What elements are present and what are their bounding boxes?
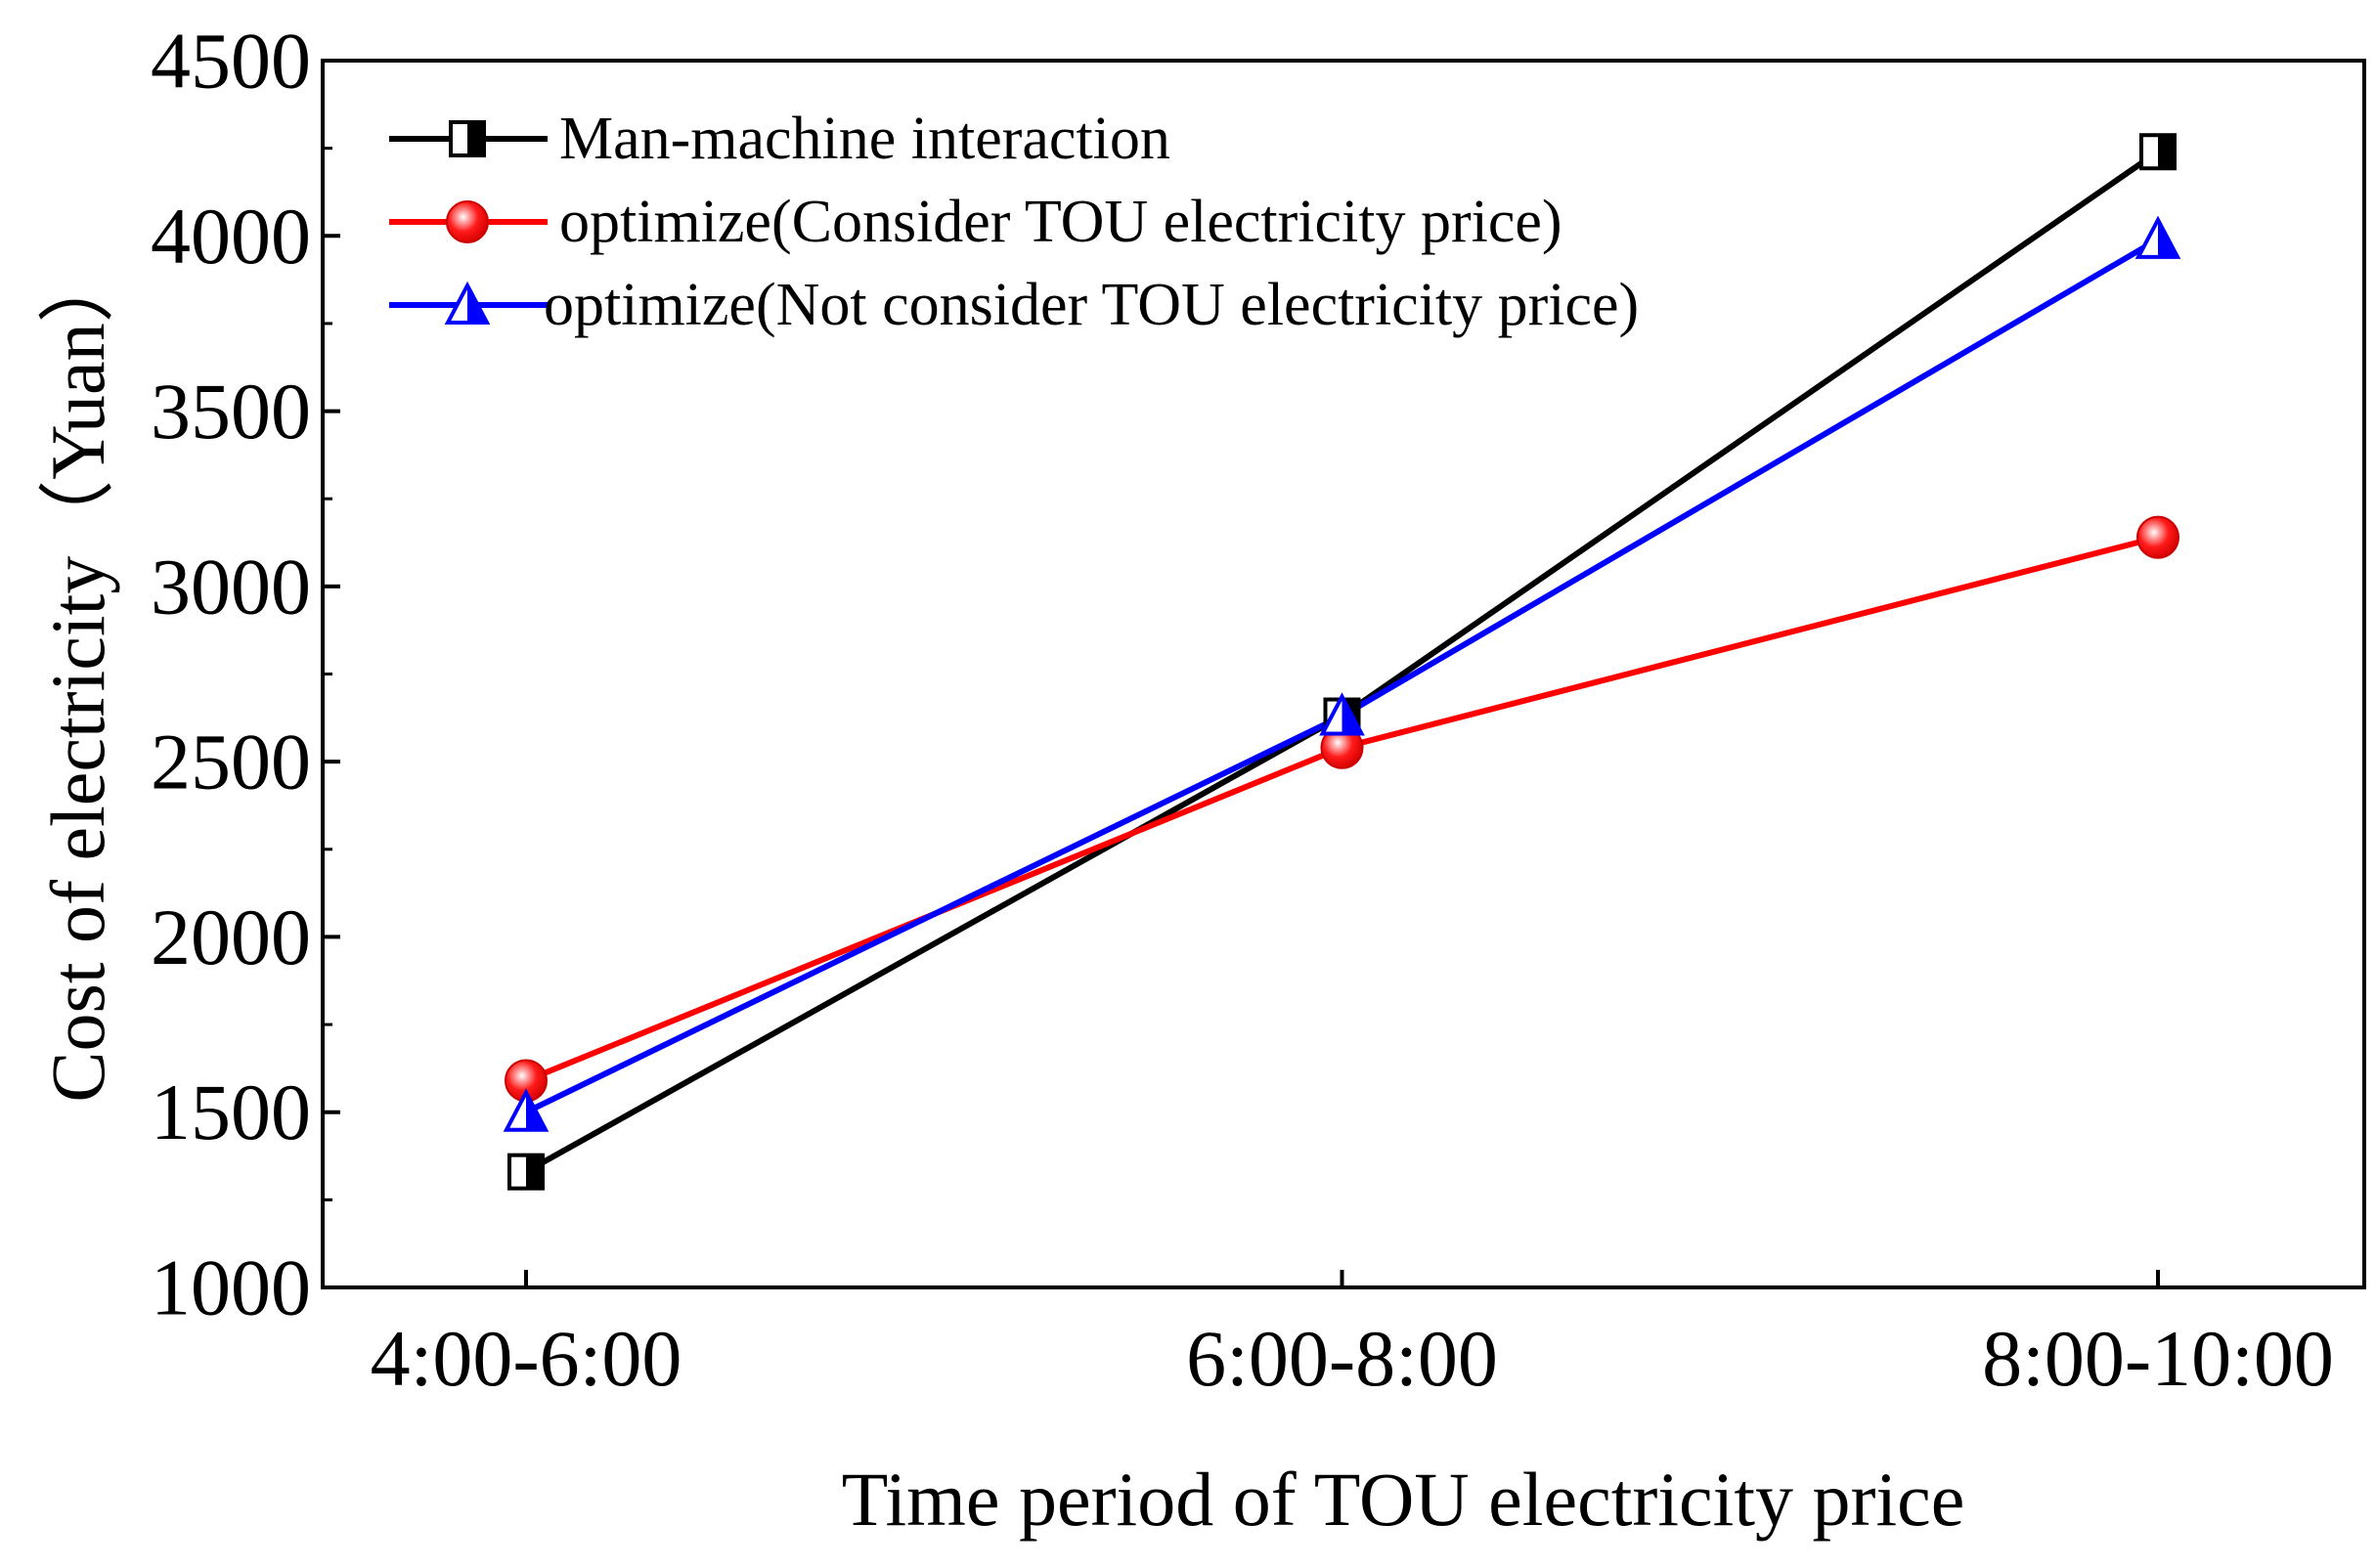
- marker-half-filled: [526, 1154, 543, 1189]
- data-point-series-3: [1319, 692, 1365, 736]
- y-tick-label: 1000: [151, 1243, 311, 1332]
- marker-half-hollow: [509, 1154, 526, 1189]
- marker-outline: [507, 1153, 545, 1191]
- series-markers: [503, 133, 2181, 1191]
- marker-half-filled: [467, 122, 484, 155]
- marker-outline: [503, 1088, 550, 1132]
- marker-half-hollow: [451, 122, 467, 155]
- legend-item-2: optimize(Consider TOU electricity price): [389, 189, 1562, 255]
- marker-outline: [2134, 215, 2181, 259]
- marker-outline: [2139, 133, 2177, 171]
- legend-label: optimize(Consider TOU electricity price): [559, 189, 1562, 255]
- legend: Man-machine interaction optimize(Consider…: [389, 106, 1639, 338]
- data-point-series-2: [2136, 515, 2179, 559]
- y-tick-label: 1500: [151, 1067, 311, 1156]
- marker-half-filled: [2158, 135, 2175, 169]
- series-line-2: [524, 534, 2159, 1084]
- marker-sphere: [2136, 515, 2179, 559]
- legend-marker: [446, 200, 489, 243]
- legend-item-1: Man-machine interaction: [389, 106, 1170, 172]
- legend-marker: [444, 281, 491, 325]
- data-point-series-1: [507, 1153, 545, 1191]
- y-tick-label: 4500: [151, 17, 311, 106]
- marker-outline: [449, 120, 486, 157]
- legend-label: optimize(Not consider TOU electricity pr…: [544, 272, 1639, 338]
- data-point-series-1: [2139, 133, 2177, 171]
- y-axis: 1000 1500 2000 2500 3000 3500 4000 4500: [151, 17, 340, 1332]
- marker-half-hollow: [2141, 135, 2158, 169]
- y-tick-label: 3500: [151, 367, 311, 456]
- legend-label: Man-machine interaction: [559, 106, 1170, 172]
- data-point-series-3: [2134, 215, 2181, 259]
- x-tick-label: 6:00-8:00: [1186, 1314, 1498, 1403]
- x-axis: 4:00-6:00 6:00-8:00 8:00-10:00: [371, 1270, 2334, 1403]
- y-axis-title: Cost of electricity（Yuan）: [35, 246, 120, 1102]
- y-tick-label: 3000: [151, 542, 311, 631]
- legend-item-3: optimize(Not consider TOU electricity pr…: [389, 272, 1639, 338]
- marker-outline: [1319, 692, 1365, 736]
- y-tick-label: 2500: [151, 718, 311, 806]
- data-point-series-3: [503, 1088, 550, 1132]
- legend-marker: [449, 120, 486, 157]
- marker-sphere: [446, 200, 489, 243]
- x-tick-label: 4:00-6:00: [371, 1314, 682, 1403]
- y-tick-label: 4000: [151, 192, 311, 281]
- y-tick-label: 2000: [151, 893, 311, 981]
- x-axis-title: Time period of TOU electricity price: [842, 1457, 1965, 1542]
- x-tick-label: 8:00-10:00: [1982, 1314, 2334, 1403]
- marker-outline: [444, 281, 491, 325]
